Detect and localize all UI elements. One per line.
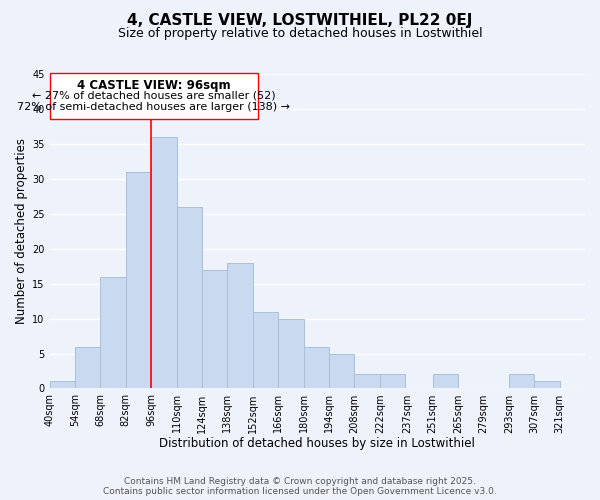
FancyBboxPatch shape [50,72,258,120]
Bar [509,374,534,388]
Text: Contains HM Land Registry data © Crown copyright and database right 2025.: Contains HM Land Registry data © Crown c… [124,477,476,486]
Bar [304,346,329,389]
Bar [151,137,176,388]
Text: ← 27% of detached houses are smaller (52): ← 27% of detached houses are smaller (52… [32,91,276,101]
Bar [355,374,380,388]
Text: 4, CASTLE VIEW, LOSTWITHIEL, PL22 0EJ: 4, CASTLE VIEW, LOSTWITHIEL, PL22 0EJ [127,12,473,28]
Bar [75,346,100,389]
X-axis label: Distribution of detached houses by size in Lostwithiel: Distribution of detached houses by size … [160,437,475,450]
Bar [100,276,126,388]
Text: 4 CASTLE VIEW: 96sqm: 4 CASTLE VIEW: 96sqm [77,79,231,92]
Text: Size of property relative to detached houses in Lostwithiel: Size of property relative to detached ho… [118,28,482,40]
Bar [433,374,458,388]
Bar [380,374,405,388]
Bar [50,382,75,388]
Bar [253,312,278,388]
Bar [534,382,560,388]
Bar [202,270,227,388]
Y-axis label: Number of detached properties: Number of detached properties [15,138,28,324]
Bar [126,172,151,388]
Text: Contains public sector information licensed under the Open Government Licence v3: Contains public sector information licen… [103,487,497,496]
Text: 72% of semi-detached houses are larger (138) →: 72% of semi-detached houses are larger (… [17,102,290,112]
Bar [278,318,304,388]
Bar [329,354,355,388]
Bar [227,262,253,388]
Bar [176,207,202,388]
